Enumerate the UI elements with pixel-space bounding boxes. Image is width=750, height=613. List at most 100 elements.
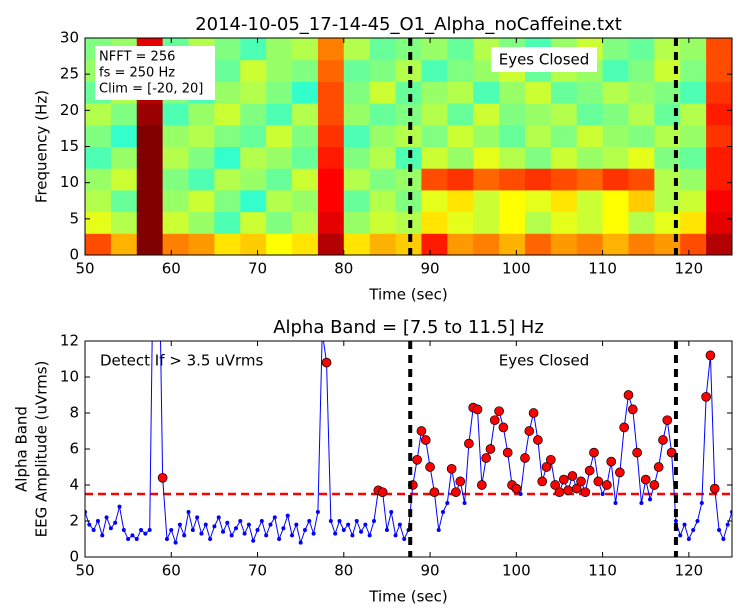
data-point [678, 533, 683, 538]
data-point [307, 519, 312, 523]
heatmap-cell [654, 59, 681, 82]
detected-point [640, 474, 651, 485]
heatmap-cell [680, 168, 707, 191]
data-point [298, 540, 303, 545]
data-point [264, 533, 269, 538]
heatmap-cell [214, 59, 241, 82]
heatmap-cell [447, 81, 474, 104]
y-tick-label: 15 [60, 137, 79, 155]
heatmap-cell [447, 103, 474, 126]
heatmap-cell [266, 168, 293, 191]
heatmap-cell [369, 59, 397, 82]
detected-point [623, 390, 634, 400]
heatmap-cell [369, 81, 397, 104]
heatmap-cell [110, 168, 138, 191]
x-tick-label: 70 [248, 260, 267, 278]
data-point [371, 519, 376, 523]
heatmap-cell [421, 233, 448, 255]
data-point [113, 520, 118, 525]
data-point [600, 492, 605, 496]
detected-point [481, 453, 491, 463]
heatmap-cell [680, 59, 707, 82]
heatmap-cell [292, 168, 319, 191]
heatmap-cell [188, 146, 215, 169]
heatmap-cell [706, 146, 732, 169]
data-point [402, 537, 407, 541]
heatmap-cell [473, 189, 500, 213]
heatmap-cell [266, 211, 293, 234]
detected-point [472, 404, 483, 415]
heatmap-cell [602, 146, 629, 169]
data-point [367, 533, 372, 538]
data-point [143, 531, 148, 536]
heatmap-cell [680, 124, 707, 147]
x-tick-label: 80 [334, 260, 353, 278]
data-point [673, 519, 678, 523]
heatmap-cell [343, 103, 371, 126]
data-point [341, 528, 346, 532]
data-point [87, 522, 92, 527]
detected-point [416, 426, 427, 436]
heatmap-cell [85, 146, 112, 169]
annotation: Detect If > 3.5 uVrms [100, 352, 264, 370]
heatmap-cell [421, 59, 448, 82]
detected-point [524, 426, 535, 436]
heatmap-cell [266, 233, 293, 255]
heatmap-cell [188, 211, 215, 234]
data-point [121, 528, 126, 532]
data-point [359, 529, 364, 534]
heatmap-cell [447, 189, 474, 213]
heatmap-cell [680, 81, 707, 104]
heatmap-cell [576, 189, 604, 213]
data-point [699, 501, 704, 505]
heatmap-cell [395, 124, 422, 147]
data-point [393, 533, 398, 538]
data-point [717, 528, 722, 532]
annotation-box [95, 46, 215, 100]
heatmap-cell [576, 103, 604, 126]
detected-point [615, 467, 625, 478]
detected-point [511, 483, 522, 494]
data-point [290, 533, 295, 538]
heatmap-cell [706, 233, 732, 255]
heatmap-cell [576, 233, 604, 255]
data-point [108, 526, 113, 531]
detected-point [429, 487, 440, 498]
heatmap-cell [110, 146, 138, 169]
detected-point [446, 463, 457, 474]
heatmap-cell [550, 233, 578, 255]
heatmap-cell [524, 168, 552, 191]
x-tick-label: 60 [162, 260, 181, 278]
heatmap-cell [369, 124, 397, 147]
heatmap-cell [292, 38, 319, 61]
heatmap-cell [240, 124, 267, 147]
detected-point [489, 415, 500, 426]
heatmap-cell [628, 146, 655, 169]
data-point [686, 537, 691, 541]
detected-point [584, 465, 595, 476]
data-point [164, 537, 169, 541]
data-point [350, 533, 355, 538]
data-point [441, 510, 446, 514]
heatmap-cell [421, 168, 448, 191]
heatmap-cell [266, 81, 293, 104]
detected-point [464, 438, 474, 449]
detected-point [476, 480, 487, 490]
heatmap-cell [421, 81, 448, 104]
y-tick-label: 25 [60, 65, 79, 83]
heatmap-cell [292, 146, 319, 169]
detected-point [520, 453, 530, 463]
detected-point [554, 487, 565, 498]
heatmap-cell [214, 189, 241, 213]
data-point [389, 510, 394, 514]
heatmap-cell [628, 168, 655, 191]
heatmap-cell [317, 233, 345, 255]
heatmap-cell [110, 103, 138, 126]
data-point [333, 531, 338, 536]
heatmap-cell [85, 233, 112, 255]
detected-point [451, 487, 461, 498]
heatmap-cell [292, 59, 319, 82]
heatmap-cell [162, 233, 190, 255]
data-point [186, 510, 191, 514]
